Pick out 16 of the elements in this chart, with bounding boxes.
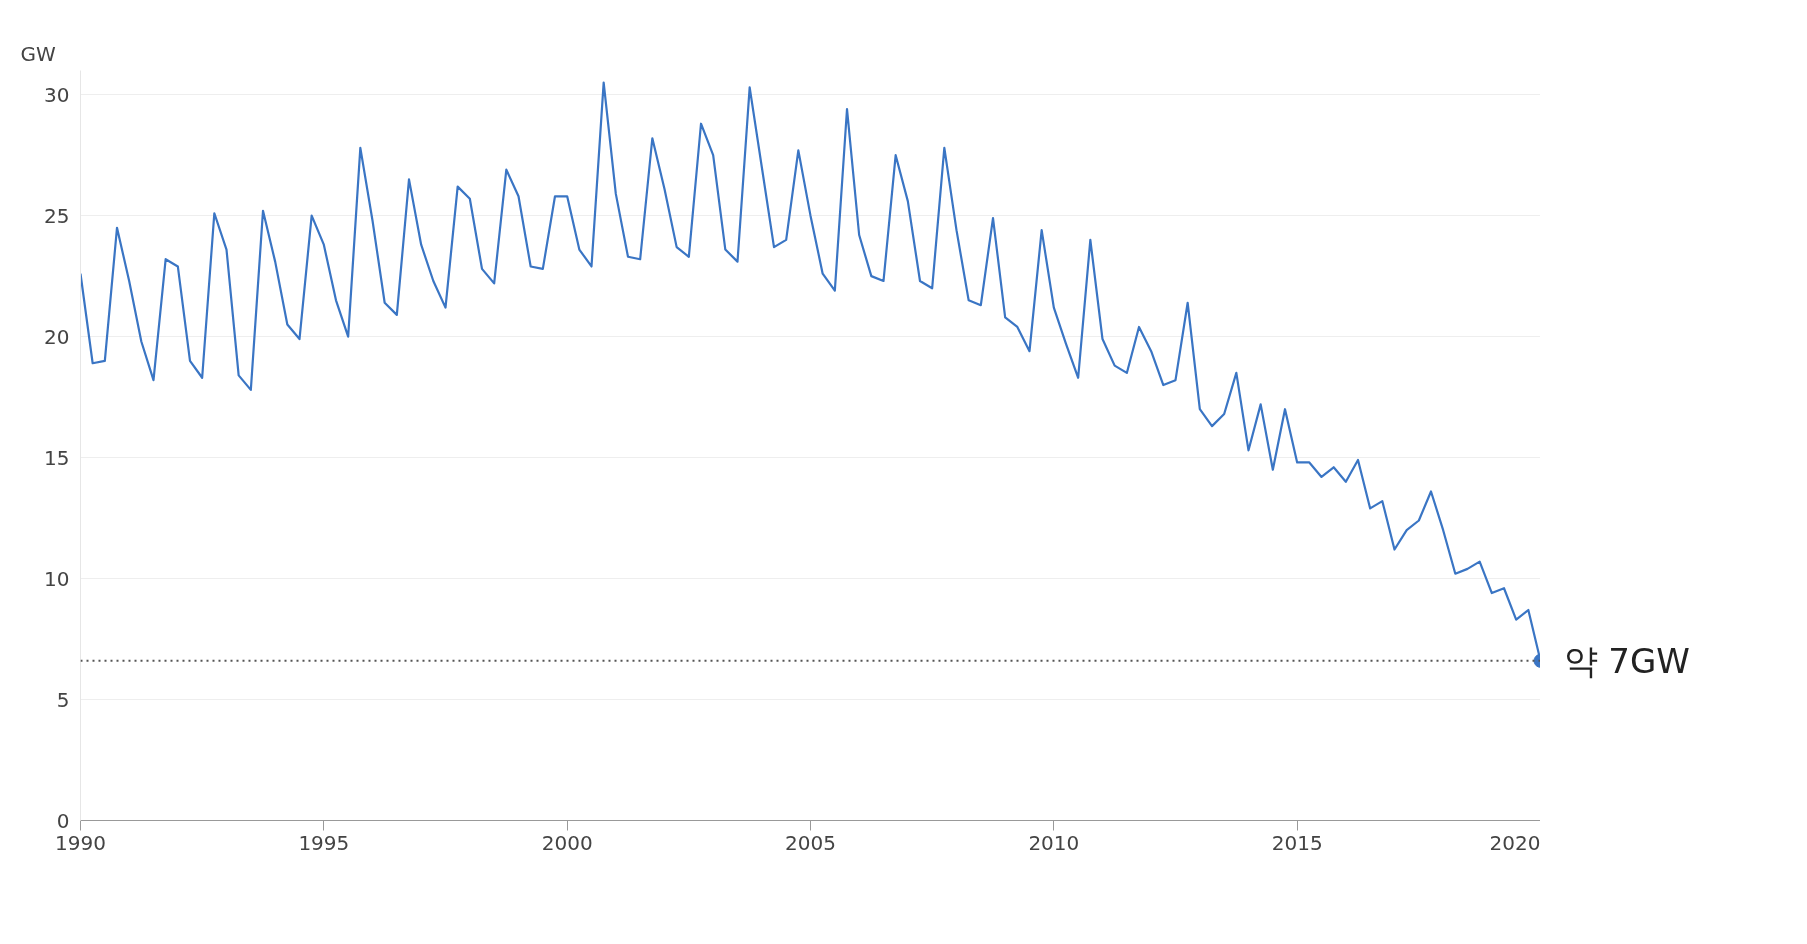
y-axis-title: GW [20,41,56,66]
annotation: 약 7GW [1563,640,1690,681]
y-tick-label: 25 [44,203,70,228]
y-tick-label: 15 [44,445,70,470]
x-tick-label: 2015 [1271,830,1323,855]
y-tick-label: 10 [44,566,70,591]
x-tick-label: 2000 [541,830,593,855]
y-tick-label: 5 [56,687,70,712]
y-tick-label: 20 [44,324,70,349]
x-tick-label: 2010 [1028,830,1080,855]
y-tick-label: 30 [44,82,70,107]
x-tick-label: 1995 [298,830,350,855]
x-tick-label: 2020 [1489,830,1541,855]
y-tick-label: 0 [56,808,70,833]
x-tick-label: 1990 [55,830,106,855]
x-tick-label: 2005 [785,830,836,855]
